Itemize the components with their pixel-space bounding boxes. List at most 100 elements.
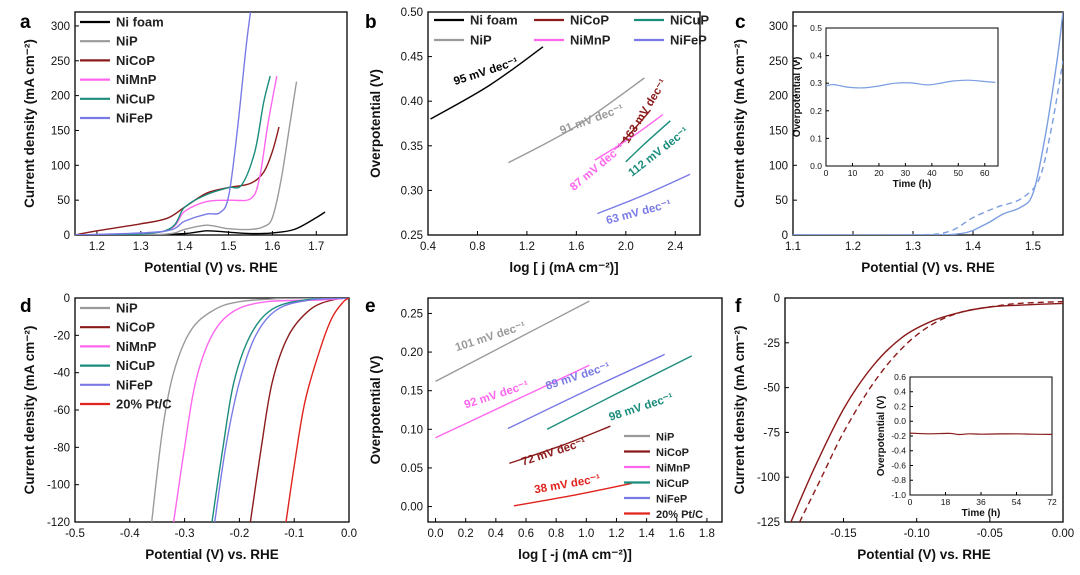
x-tick-label: 0.0 — [341, 528, 357, 540]
x-tick-label: 1.4 — [965, 241, 982, 253]
legend-label: NiFeP — [670, 33, 707, 48]
y-tick-label: 0.45 — [401, 52, 423, 64]
x-tick-label: 0.2 — [458, 528, 474, 540]
x-tick-label: 1.6 — [669, 528, 685, 540]
x-tick-label: 18 — [941, 497, 951, 507]
y-tick-label: 0.50 — [401, 7, 423, 19]
y-tick-label: 150 — [51, 125, 70, 137]
panel-b: b 0.4 0.8 1.2 1.6 2.0 2.4 0.25 0.30 0.35 0.40 0.45 0… — [365, 7, 709, 275]
x-tick-label: 0 — [824, 168, 829, 178]
slope-annotation: 163 mV dec⁻¹ — [621, 77, 670, 146]
x-tick-label: -0.5 — [65, 528, 85, 540]
y-tick-label: -120 — [47, 517, 70, 529]
legend-label: NiMnP — [570, 33, 611, 48]
panel-f: f-0.15 -0.10 -0.05 0.000-25-50-75-100-125Po… — [732, 293, 1074, 562]
y-tick-label: 50 — [57, 195, 70, 207]
legend-label: Ni foam — [116, 15, 164, 30]
y-tick-label: 200 — [51, 91, 70, 103]
y-tick-label: -0.4 — [891, 446, 906, 456]
legend-label: NiCuP — [116, 358, 155, 373]
y-tick-label: 0.15 — [401, 386, 423, 398]
y-axis-label: Overpotential (V) — [368, 69, 383, 178]
x-axis-label: Potential (V) vs. RHE — [144, 260, 278, 275]
y-tick-label: 0.20 — [401, 347, 423, 359]
y-tick-label: 250 — [51, 56, 70, 68]
series-group — [826, 79, 996, 89]
plot-frame — [427, 297, 723, 523]
y-axis-label: Overpotential (V) — [368, 356, 383, 465]
panel-label: e — [365, 296, 376, 317]
panel-d: d -0.5 -0.4 -0.3 -0.2 -0.1 0.0 0 -20 -40 -60 -80 -10… — [20, 293, 357, 562]
series-line-nicop — [509, 425, 611, 464]
legend-label: NiCoP — [116, 53, 155, 68]
x-tick-label: 20 — [874, 168, 884, 178]
y-tick-label: 0.2 — [894, 401, 906, 411]
x-axis-label: Time (h) — [962, 508, 1001, 519]
x-tick-label: 1.6 — [264, 241, 280, 253]
slope-annotation: 89 mV dec⁻¹ — [544, 361, 611, 393]
series-line-nicup — [546, 355, 693, 430]
y-tick-label: 0 — [64, 293, 70, 305]
y-tick-label: 100 — [769, 160, 788, 172]
y-axis-label: Current density (mA cm⁻²) — [22, 326, 37, 495]
x-tick-label: 1.2 — [519, 241, 535, 253]
series-line-nifep — [507, 353, 665, 430]
series-group — [435, 300, 693, 507]
legend-label: NiP — [116, 301, 138, 316]
series-line-20-pt-c — [285, 298, 349, 522]
slope-annotation: 91 mV dec⁻¹ — [558, 103, 625, 137]
y-tick-label: 0.35 — [401, 141, 423, 153]
plot-frame — [427, 11, 701, 236]
x-tick-label: -0.1 — [284, 528, 304, 540]
slope-annotation: 72 mV dec⁻¹ — [520, 436, 587, 468]
x-axis-label: Potential (V) vs. RHE — [145, 547, 279, 562]
x-tick-label: 36 — [976, 497, 986, 507]
series-line-after-stability — [798, 300, 1063, 522]
y-tick-label: 0 — [774, 293, 780, 305]
x-tick-label: 1.4 — [177, 241, 194, 253]
series-line-nip — [435, 300, 590, 383]
y-axis-label: Overpotential (V) — [792, 57, 803, 138]
legend-label: NiMnP — [656, 463, 690, 475]
series-line-nifep — [75, 12, 252, 235]
x-tick-label: 0.8 — [469, 241, 485, 253]
slope-annotation: 63 mV dec⁻¹ — [605, 198, 673, 227]
y-tick-label: 200 — [769, 91, 788, 103]
series-line-before-stability — [790, 302, 1063, 522]
legend-label: NiMnP — [116, 339, 157, 354]
y-tick-label: 100 — [51, 160, 70, 172]
y-axis-label: Current density (mA cm⁻²) — [22, 39, 37, 208]
x-tick-label: 0 — [908, 497, 913, 507]
x-tick-label: 72 — [1047, 497, 1057, 507]
series-line-nimnp — [594, 114, 664, 161]
series-line-chronopotentiometry — [910, 432, 1052, 436]
inset-f: 0 18 36 54 72 -1.0 -0.8 -0.6 -0.4 -0.2 0.0 0.2 0.4 0.… — [876, 372, 1057, 519]
plot-frame — [909, 376, 1053, 496]
y-tick-label: -20 — [53, 330, 70, 342]
legend-label: NiCuP — [670, 13, 709, 28]
x-tick-label: 54 — [1012, 497, 1022, 507]
series-line-20-pt-c — [513, 482, 632, 507]
x-axis-label: log [ j (mA cm⁻²)] — [509, 260, 618, 275]
legend-label: Ni foam — [470, 13, 518, 28]
series-line-nifep — [214, 298, 349, 522]
legend-label: NiFeP — [116, 111, 153, 126]
series-group — [151, 298, 349, 522]
x-axis-label: Potential (V) vs. RHE — [857, 547, 991, 562]
y-tick-label: 0.40 — [401, 96, 423, 108]
y-tick-label: 0.4 — [894, 387, 906, 397]
legend-label: NiP — [116, 34, 138, 49]
x-axis-label: Time (h) — [893, 179, 932, 190]
series-line-nimnp — [435, 364, 590, 439]
x-tick-label: 1.3 — [905, 241, 921, 253]
y-axis-label: Current density (mA cm⁻²) — [732, 326, 747, 495]
y-tick-label: -75 — [763, 427, 780, 439]
x-tick-label: 0.0 — [428, 528, 444, 540]
legend-label: NiCoP — [570, 13, 609, 28]
series-line-nicup — [625, 120, 671, 163]
panel-label: c — [735, 12, 746, 33]
x-tick-label: 1.0 — [578, 528, 594, 540]
y-tick-label: -80 — [53, 442, 70, 454]
y-tick-label: 300 — [769, 21, 788, 33]
y-tick-label: 250 — [769, 56, 788, 68]
